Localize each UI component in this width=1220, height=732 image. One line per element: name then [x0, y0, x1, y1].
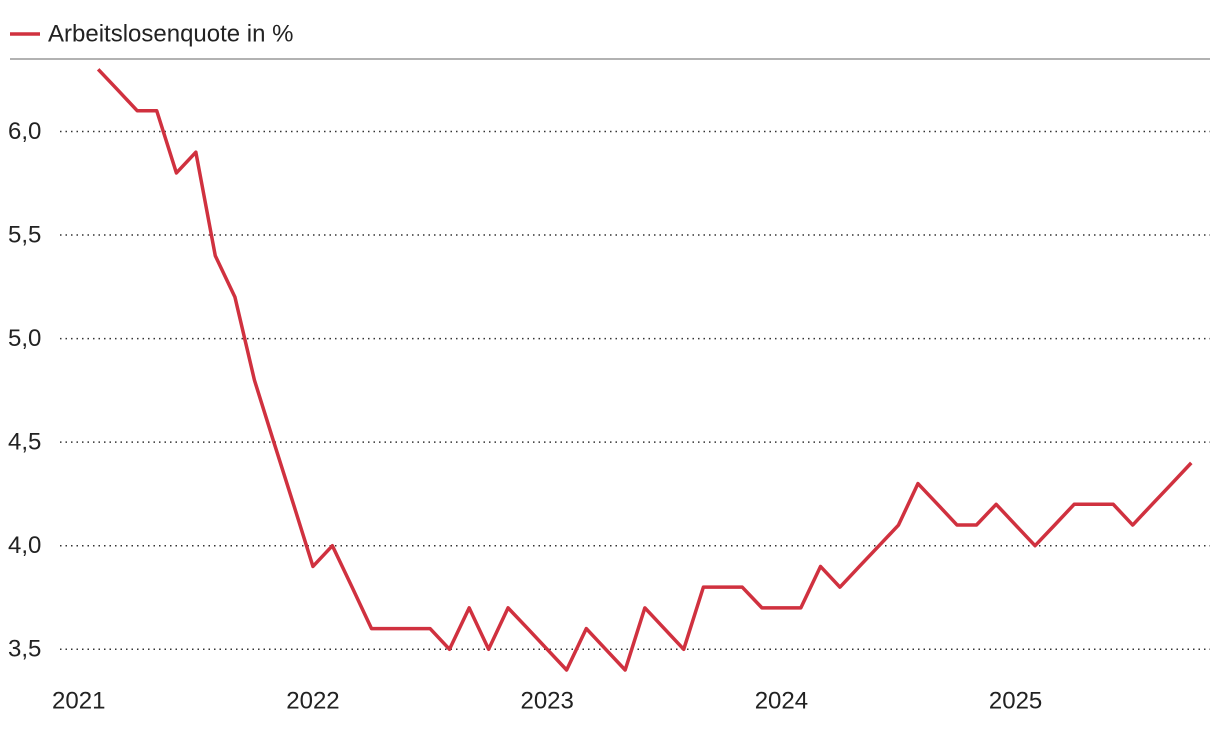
data-line [96, 68, 1193, 672]
y-tick-label: 6,0 [8, 118, 41, 145]
y-tick-label: 4,0 [8, 532, 41, 559]
x-tick-label: 2021 [52, 687, 105, 714]
y-tick-label: 3,5 [8, 636, 41, 663]
y-tick-label: 4,5 [8, 429, 41, 456]
x-tick-label: 2023 [520, 687, 573, 714]
x-tick-label: 2025 [989, 687, 1042, 714]
x-tick-label: 2022 [286, 687, 339, 714]
y-tick-label: 5,0 [8, 325, 41, 352]
legend-label: Arbeitslosenquote in % [48, 20, 293, 47]
x-tick-label: 2024 [755, 687, 808, 714]
y-tick-label: 5,5 [8, 221, 41, 248]
